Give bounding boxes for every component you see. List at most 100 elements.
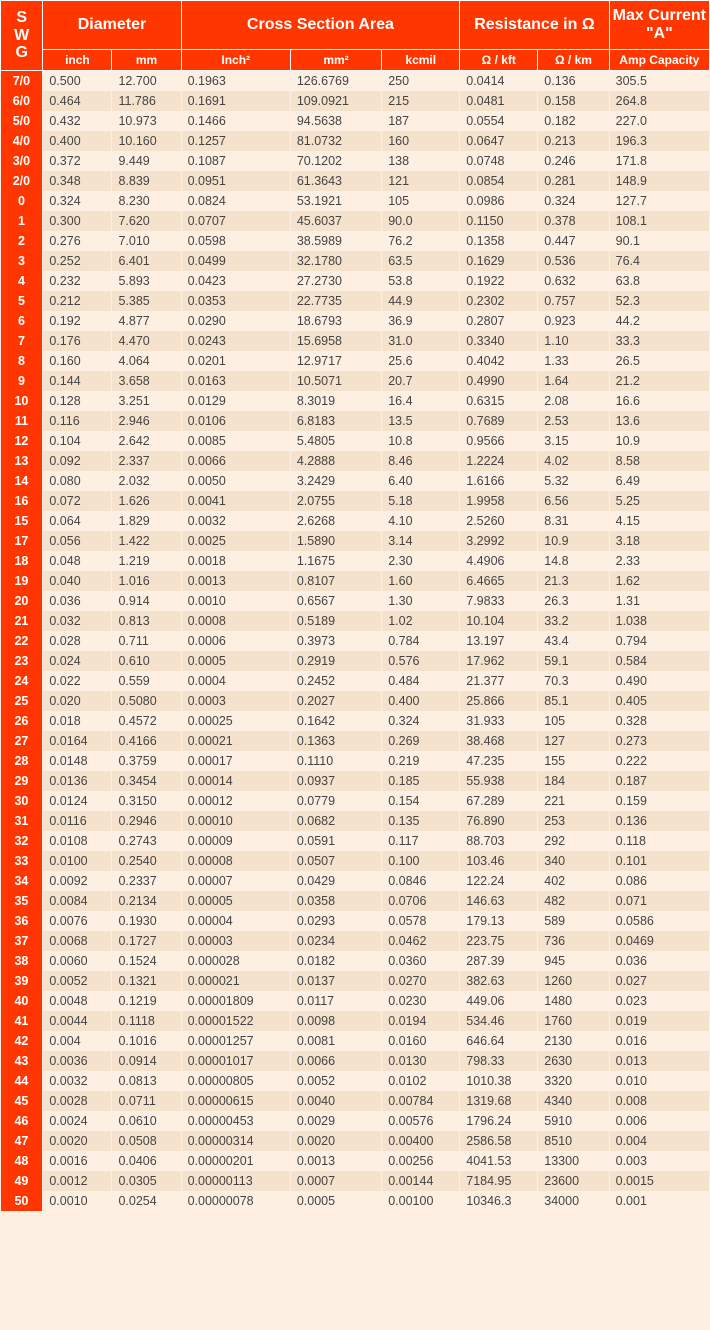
cell-mm: 1.829 bbox=[112, 511, 181, 531]
cell-okm: 0.136 bbox=[538, 71, 609, 92]
cell-inch: 0.212 bbox=[43, 291, 112, 311]
cell-mm2: 12.9717 bbox=[290, 351, 381, 371]
cell-inch2: 0.0050 bbox=[181, 471, 290, 491]
cell-inch2: 0.1963 bbox=[181, 71, 290, 92]
cell-okm: 0.378 bbox=[538, 211, 609, 231]
cell-mm2: 1.1675 bbox=[290, 551, 381, 571]
cell-inch: 0.0010 bbox=[43, 1191, 112, 1211]
cell-amp: 10.9 bbox=[609, 431, 709, 451]
cell-mm2: 70.1202 bbox=[290, 151, 381, 171]
cell-okft: 25.866 bbox=[460, 691, 538, 711]
cell-inch2: 0.0018 bbox=[181, 551, 290, 571]
cell-okm: 3.15 bbox=[538, 431, 609, 451]
cell-amp: 0.136 bbox=[609, 811, 709, 831]
cell-swg: 4/0 bbox=[1, 131, 43, 151]
cell-mm: 0.0914 bbox=[112, 1051, 181, 1071]
cell-kcmil: 1.02 bbox=[382, 611, 460, 631]
cell-okft: 0.0986 bbox=[460, 191, 538, 211]
header-maxcurrent: Max Current "A" bbox=[609, 1, 709, 50]
cell-swg: 3/0 bbox=[1, 151, 43, 171]
cell-mm: 0.0305 bbox=[112, 1171, 181, 1191]
table-row: 130.0922.3370.00664.28888.461.22244.028.… bbox=[1, 451, 710, 471]
cell-okft: 31.933 bbox=[460, 711, 538, 731]
cell-okft: 3.2992 bbox=[460, 531, 538, 551]
cell-amp: 227.0 bbox=[609, 111, 709, 131]
cell-okft: 13.197 bbox=[460, 631, 538, 651]
cell-swg: 21 bbox=[1, 611, 43, 631]
cell-amp: 264.8 bbox=[609, 91, 709, 111]
cell-kcmil: 0.0360 bbox=[382, 951, 460, 971]
cell-amp: 26.5 bbox=[609, 351, 709, 371]
table-body: 7/00.50012.7000.1963126.67692500.04140.1… bbox=[1, 71, 710, 1212]
cell-amp: 1.62 bbox=[609, 571, 709, 591]
cell-okft: 1796.24 bbox=[460, 1111, 538, 1131]
cell-inch: 0.0124 bbox=[43, 791, 112, 811]
cell-swg: 23 bbox=[1, 651, 43, 671]
cell-okm: 10.9 bbox=[538, 531, 609, 551]
header-resistance: Resistance in Ω bbox=[460, 1, 609, 50]
cell-okm: 0.246 bbox=[538, 151, 609, 171]
cell-inch2: 0.0066 bbox=[181, 451, 290, 471]
cell-mm2: 0.0234 bbox=[290, 931, 381, 951]
table-row: 100.1283.2510.01298.301916.40.63152.0816… bbox=[1, 391, 710, 411]
cell-inch: 0.0032 bbox=[43, 1071, 112, 1091]
cell-inch: 0.0076 bbox=[43, 911, 112, 931]
cell-kcmil: 53.8 bbox=[382, 271, 460, 291]
cell-kcmil: 0.00576 bbox=[382, 1111, 460, 1131]
table-row: 290.01360.34540.000140.09370.18555.93818… bbox=[1, 771, 710, 791]
table-row: 370.00680.17270.000030.02340.0462223.757… bbox=[1, 931, 710, 951]
cell-mm2: 0.2027 bbox=[290, 691, 381, 711]
cell-kcmil: 20.7 bbox=[382, 371, 460, 391]
cell-inch2: 0.0201 bbox=[181, 351, 290, 371]
cell-okft: 55.938 bbox=[460, 771, 538, 791]
cell-inch2: 0.0032 bbox=[181, 511, 290, 531]
cell-amp: 127.7 bbox=[609, 191, 709, 211]
cell-inch2: 0.0106 bbox=[181, 411, 290, 431]
table-header: SWG Diameter Cross Section Area Resistan… bbox=[1, 1, 710, 71]
cell-mm2: 0.0429 bbox=[290, 871, 381, 891]
cell-inch2: 0.1257 bbox=[181, 131, 290, 151]
cell-mm: 0.3454 bbox=[112, 771, 181, 791]
table-row: 2/00.3488.8390.095161.36431210.08540.281… bbox=[1, 171, 710, 191]
cell-okm: 945 bbox=[538, 951, 609, 971]
cell-mm: 1.219 bbox=[112, 551, 181, 571]
cell-swg: 12 bbox=[1, 431, 43, 451]
cell-inch: 0.0012 bbox=[43, 1171, 112, 1191]
cell-mm2: 0.0066 bbox=[290, 1051, 381, 1071]
cell-amp: 171.8 bbox=[609, 151, 709, 171]
cell-amp: 0.159 bbox=[609, 791, 709, 811]
cell-amp: 0.023 bbox=[609, 991, 709, 1011]
table-row: 460.00240.06100.000004530.00290.00576179… bbox=[1, 1111, 710, 1131]
cell-okft: 0.0748 bbox=[460, 151, 538, 171]
table-row: 200.0360.9140.00100.65671.307.983326.31.… bbox=[1, 591, 710, 611]
cell-kcmil: 90.0 bbox=[382, 211, 460, 231]
cell-inch: 0.0060 bbox=[43, 951, 112, 971]
cell-mm: 10.973 bbox=[112, 111, 181, 131]
cell-swg: 44 bbox=[1, 1071, 43, 1091]
cell-inch2: 0.0010 bbox=[181, 591, 290, 611]
table-row: 270.01640.41660.000210.13630.26938.46812… bbox=[1, 731, 710, 751]
cell-okft: 2586.58 bbox=[460, 1131, 538, 1151]
cell-okft: 10346.3 bbox=[460, 1191, 538, 1211]
cell-swg: 45 bbox=[1, 1091, 43, 1111]
cell-amp: 4.15 bbox=[609, 511, 709, 531]
cell-inch2: 0.00004 bbox=[181, 911, 290, 931]
cell-kcmil: 3.14 bbox=[382, 531, 460, 551]
cell-amp: 0.013 bbox=[609, 1051, 709, 1071]
header-csa: Cross Section Area bbox=[181, 1, 460, 50]
cell-okm: 3320 bbox=[538, 1071, 609, 1091]
cell-kcmil: 44.9 bbox=[382, 291, 460, 311]
cell-inch2: 0.0008 bbox=[181, 611, 290, 631]
cell-swg: 49 bbox=[1, 1171, 43, 1191]
cell-okft: 122.24 bbox=[460, 871, 538, 891]
cell-inch: 0.040 bbox=[43, 571, 112, 591]
cell-inch: 0.300 bbox=[43, 211, 112, 231]
cell-mm2: 0.1642 bbox=[290, 711, 381, 731]
cell-mm: 0.3759 bbox=[112, 751, 181, 771]
table-row: 90.1443.6580.016310.507120.70.49901.6421… bbox=[1, 371, 710, 391]
cell-amp: 90.1 bbox=[609, 231, 709, 251]
cell-amp: 0.001 bbox=[609, 1191, 709, 1211]
table-row: 5/00.43210.9730.146694.56381870.05540.18… bbox=[1, 111, 710, 131]
table-row: 10.3007.6200.070745.603790.00.11500.3781… bbox=[1, 211, 710, 231]
cell-swg: 5/0 bbox=[1, 111, 43, 131]
